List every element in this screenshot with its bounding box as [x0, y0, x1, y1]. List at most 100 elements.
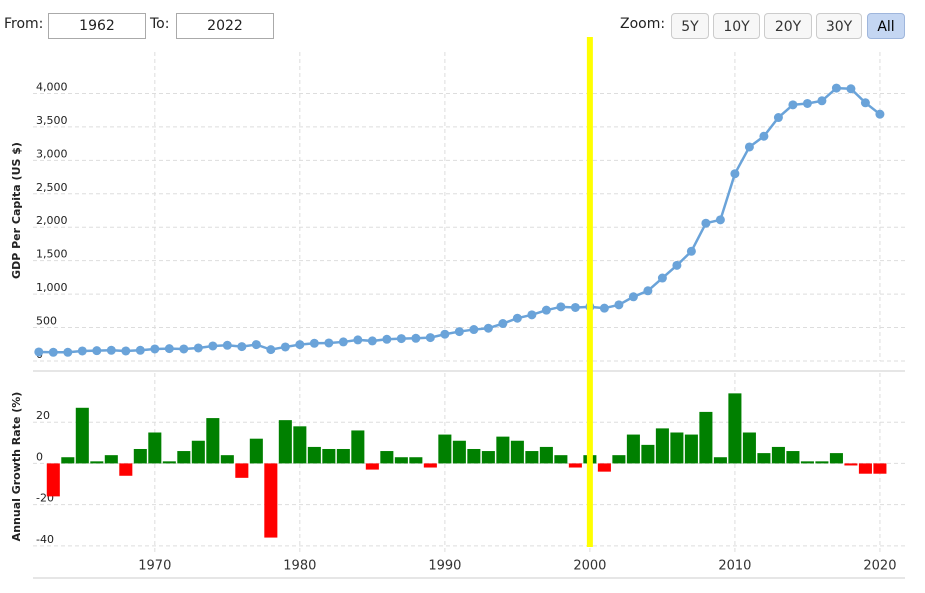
point: [730, 169, 740, 179]
point: [817, 96, 827, 106]
point: [846, 84, 856, 94]
point: [396, 334, 406, 344]
point: [628, 292, 638, 302]
bar: [409, 457, 423, 464]
y-tick-label: 1,000: [36, 281, 68, 294]
point: [483, 323, 493, 333]
point: [338, 337, 348, 347]
point: [309, 338, 319, 348]
point: [773, 113, 783, 123]
bar: [423, 463, 437, 468]
bar: [510, 440, 524, 464]
bar: [90, 461, 104, 464]
y-tick-label: 0: [36, 450, 43, 463]
bar: [133, 448, 147, 464]
zoom-button[interactable]: 5Y: [671, 13, 709, 39]
y-tick-label: 4,000: [36, 80, 68, 93]
from-input[interactable]: 1962: [48, 13, 146, 39]
bar: [844, 463, 858, 466]
bar: [728, 393, 742, 464]
bar: [525, 451, 539, 464]
y-tick-label: -40: [36, 533, 54, 546]
y-tick-label: 2,000: [36, 214, 68, 227]
zoom-button[interactable]: All: [867, 13, 905, 39]
point: [614, 300, 624, 310]
point: [498, 319, 508, 329]
y-tick-label: 3,500: [36, 114, 68, 127]
bar: [278, 420, 292, 464]
y-tick-label: 500: [36, 315, 57, 328]
bar: [539, 446, 553, 464]
point: [295, 340, 305, 350]
bar: [815, 461, 829, 464]
bar: [380, 451, 394, 464]
point: [788, 100, 798, 110]
point: [121, 346, 131, 356]
bar: [655, 428, 669, 464]
bar: [568, 463, 582, 468]
bar: [757, 453, 771, 464]
bar: [742, 432, 756, 464]
point: [251, 340, 261, 350]
bar: [46, 463, 60, 497]
bar: [829, 453, 843, 464]
point: [63, 347, 73, 357]
point: [541, 305, 551, 315]
bar: [293, 426, 307, 464]
zoom-button[interactable]: 30Y: [816, 13, 862, 39]
point: [237, 342, 247, 352]
y-tick-label: 3,000: [36, 147, 68, 160]
bar: [162, 461, 176, 464]
point: [353, 335, 363, 345]
bar: [771, 446, 785, 464]
point: [193, 343, 203, 353]
point: [469, 325, 479, 335]
x-tick-label: 1980: [283, 559, 316, 574]
to-input[interactable]: 2022: [176, 13, 274, 39]
bar: [322, 448, 336, 464]
point: [672, 260, 682, 270]
point: [48, 347, 58, 357]
point: [425, 333, 435, 343]
bar: [206, 418, 220, 464]
bar: [394, 457, 408, 464]
bar: [336, 448, 350, 464]
bar: [119, 463, 133, 476]
bar: [496, 436, 510, 464]
zoom-button[interactable]: 20Y: [764, 13, 812, 39]
bar: [235, 463, 249, 478]
point: [802, 98, 812, 108]
x-tick-label: 2020: [863, 559, 896, 574]
bar: [177, 451, 191, 464]
bar: [554, 455, 568, 464]
bar: [438, 434, 452, 464]
line: [38, 86, 881, 354]
bar: [61, 457, 75, 464]
point: [411, 333, 421, 343]
bar: [612, 455, 626, 464]
zoom-button[interactable]: 10Y: [713, 13, 760, 39]
bar: [713, 457, 727, 464]
y-tick-label: 1,500: [36, 248, 68, 261]
bar: [365, 463, 379, 470]
point: [208, 341, 218, 351]
bar: [858, 463, 872, 474]
point: [77, 346, 87, 356]
point: [92, 346, 102, 356]
point: [324, 338, 334, 348]
bar: [351, 430, 365, 464]
point: [106, 345, 116, 355]
x-tick-label: 2010: [718, 559, 751, 574]
point: [150, 344, 160, 354]
bar: [264, 463, 278, 538]
to-label: To:: [150, 16, 170, 32]
point: [135, 345, 145, 355]
bar: [699, 411, 713, 464]
point: [512, 313, 522, 323]
bar: [148, 432, 162, 464]
point: [701, 218, 711, 228]
bar: [75, 407, 89, 464]
bar: [452, 440, 466, 464]
